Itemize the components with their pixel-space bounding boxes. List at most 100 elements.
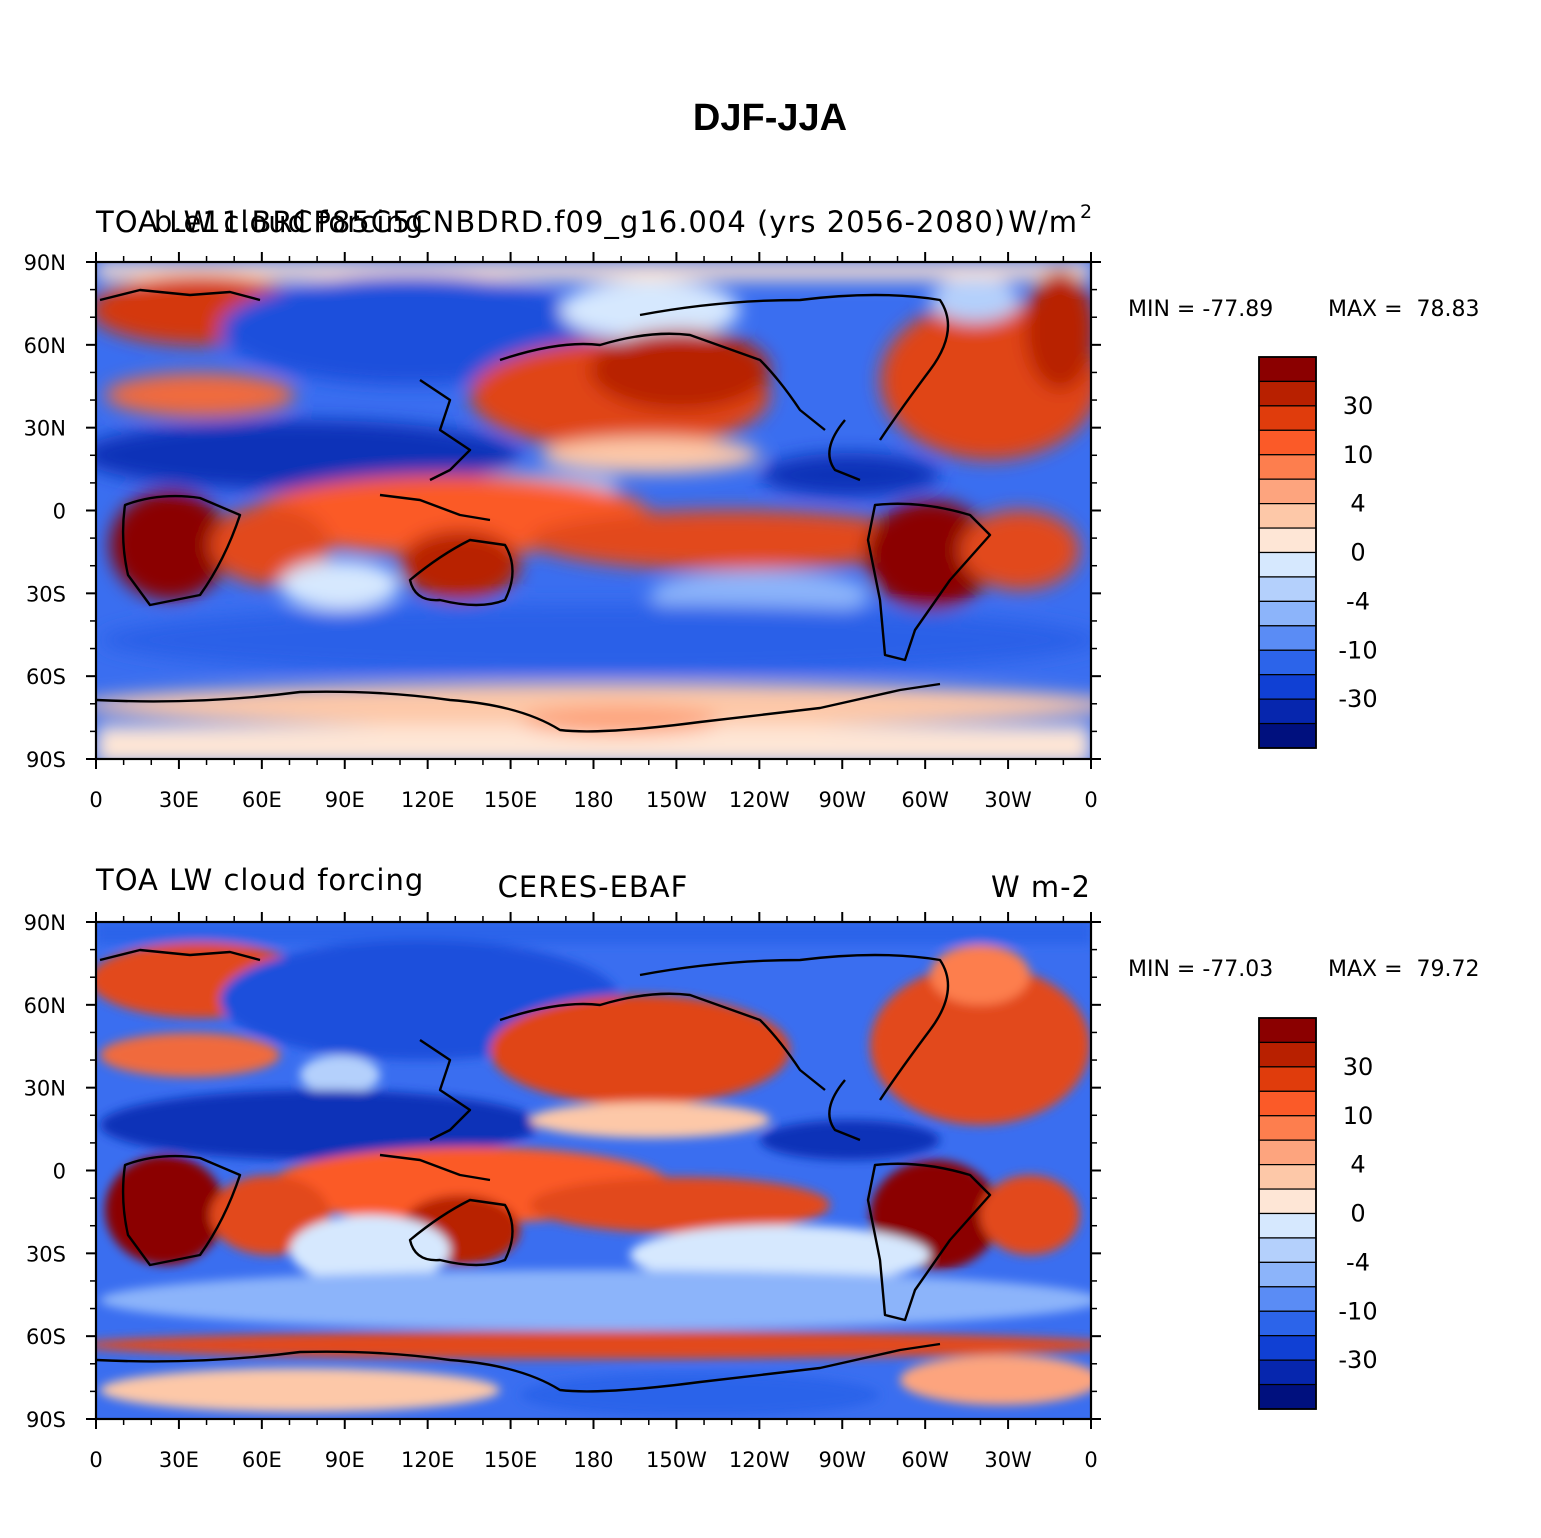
colorbar-label: -4	[1346, 587, 1370, 615]
panel-2-map	[96, 922, 1091, 1419]
y-tick-label: 30S	[26, 582, 66, 606]
colorbar-swatch	[1258, 674, 1317, 700]
panel-obs: TOA LW cloud forcing CERES-EBAF W m-2	[24, 863, 1480, 1472]
x-tick-label: 150W	[646, 788, 707, 812]
colorbar-label: 0	[1350, 1200, 1365, 1228]
x-tick-label: 90W	[819, 788, 867, 812]
colorbar-swatch	[1258, 454, 1317, 480]
colorbar-swatch	[1258, 1139, 1317, 1166]
x-tick-label: 150E	[484, 1448, 537, 1472]
x-tick-label: 30E	[159, 1448, 199, 1472]
panel-1-colorbar: 30 10 4 0 -4 -10 -30	[1258, 356, 1378, 749]
colorbar-label: 30	[1343, 392, 1374, 420]
colorbar-label: 4	[1350, 1151, 1365, 1179]
panel-1-max-label: MAX = 78.83	[1328, 297, 1480, 322]
x-tick-label: 150E	[484, 788, 537, 812]
y-tick-label: 90N	[24, 911, 66, 935]
x-tick-label: 90E	[325, 788, 365, 812]
panel-1-center-title: b.e11.BRCP85C5CNBDRD.f09_g16.004 (yrs 20…	[154, 205, 1006, 239]
panel-1-field	[96, 262, 1091, 759]
x-tick-label: 0	[89, 1448, 102, 1472]
colorbar-swatch	[1258, 551, 1317, 578]
panel-2-max-label: MAX = 79.72	[1328, 957, 1480, 982]
panel-2-colorbar: 30 10 4 0 -4 -10 -30	[1258, 1017, 1378, 1410]
y-tick-label: 90S	[26, 748, 66, 772]
y-tick-label: 90S	[26, 1408, 66, 1432]
figure-title: DJF-JJA	[693, 97, 847, 139]
colorbar-label: 4	[1350, 490, 1365, 518]
x-tick-label: 120W	[729, 788, 790, 812]
y-tick-label: 60N	[24, 334, 66, 358]
x-tick-label: 60E	[242, 788, 282, 812]
colorbar-swatch	[1258, 1041, 1317, 1068]
x-tick-label: 60W	[901, 1448, 949, 1472]
colorbar-swatch	[1258, 405, 1317, 431]
panel-2-min-label: MIN = -77.03	[1128, 957, 1273, 982]
colorbar-swatch	[1258, 527, 1317, 554]
colorbar-swatch	[1258, 1237, 1317, 1263]
y-tick-label: 60S	[26, 665, 66, 689]
x-tick-label: 0	[89, 788, 102, 812]
panel-2-coastlines	[96, 948, 992, 1393]
x-tick-label: 30W	[984, 1448, 1032, 1472]
colorbar-swatch	[1258, 1286, 1317, 1312]
panel-2-left-title: TOA LW cloud forcing	[95, 863, 424, 897]
colorbar-swatch	[1258, 722, 1317, 749]
colorbar-swatch	[1258, 1261, 1317, 1288]
colorbar-swatch	[1258, 600, 1317, 627]
panel-2-units: W m-2	[991, 870, 1091, 904]
colorbar-swatch	[1258, 429, 1317, 456]
x-tick-label: 30W	[984, 788, 1032, 812]
panel-1-left-title: TOA LW cloud forcing	[95, 205, 424, 239]
colorbar-swatch	[1258, 1066, 1317, 1092]
colorbar-swatch	[1258, 698, 1317, 725]
x-tick-label: 150W	[646, 1448, 707, 1472]
x-tick-label: 0	[1084, 1448, 1097, 1472]
x-tick-label: 120E	[401, 788, 454, 812]
colorbar-swatch	[1258, 356, 1317, 383]
panel-1-units: W/m	[1008, 205, 1078, 239]
colorbar-label: -10	[1338, 1297, 1377, 1325]
colorbar-label: -30	[1338, 685, 1377, 713]
x-tick-label: 60E	[242, 1448, 282, 1472]
panel-model: TOA LW cloud forcing b.e11.BRCP85C5CNBDR…	[24, 201, 1480, 812]
x-tick-label: 90E	[325, 1448, 365, 1472]
y-tick-label: 60S	[26, 1325, 66, 1349]
y-tick-label: 30N	[24, 1077, 66, 1101]
colorbar-swatch	[1258, 1017, 1317, 1044]
y-tick-label: 0	[53, 500, 66, 524]
x-tick-label: 30E	[159, 788, 199, 812]
colorbar-label: 10	[1343, 1102, 1374, 1130]
panel-1-map	[96, 262, 1091, 759]
colorbar-swatch	[1258, 1090, 1317, 1117]
x-tick-label: 60W	[901, 788, 949, 812]
colorbar-swatch	[1258, 1164, 1317, 1190]
colorbar-swatch	[1258, 1310, 1317, 1337]
colorbar-label: 0	[1350, 539, 1365, 567]
x-tick-label: 180	[573, 788, 613, 812]
panel-1-coastlines	[96, 288, 992, 733]
colorbar-swatch	[1258, 478, 1317, 505]
colorbar-swatch	[1258, 576, 1317, 602]
panel-1-units-superscript: 2	[1080, 201, 1093, 223]
colorbar-swatch	[1258, 1212, 1317, 1239]
colorbar-frame	[1258, 1017, 1317, 1410]
colorbar-swatch	[1258, 380, 1317, 407]
x-tick-label: 120W	[729, 1448, 790, 1472]
panel-1-min-label: MIN = -77.89	[1128, 297, 1273, 322]
x-tick-label: 180	[573, 1448, 613, 1472]
colorbar-label: -4	[1346, 1248, 1370, 1276]
x-tick-label: 90W	[819, 1448, 867, 1472]
colorbar-swatch	[1258, 1359, 1317, 1386]
colorbar-swatch	[1258, 503, 1317, 529]
colorbar-label: 30	[1343, 1053, 1374, 1081]
y-tick-label: 0	[53, 1160, 66, 1184]
panel-1-axes: 0 30E 60E 90E 120E 150E 180 150W 120W 90W 60W 30W 09…	[24, 251, 1101, 812]
colorbar-label: -30	[1338, 1346, 1377, 1374]
x-tick-label: 0	[1084, 788, 1097, 812]
panel-2-field	[96, 922, 1091, 1417]
panel-2-center-title: CERES-EBAF	[498, 870, 689, 904]
colorbar-label: -10	[1338, 636, 1377, 664]
colorbar-label: 10	[1343, 441, 1374, 469]
